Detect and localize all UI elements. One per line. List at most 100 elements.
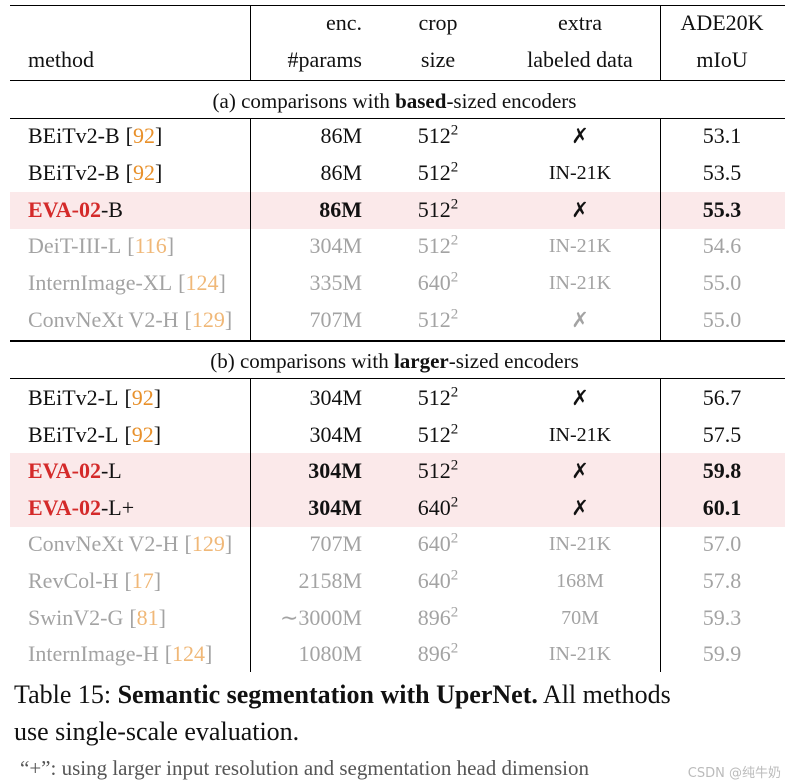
caption-line: use single-scale evaluation. — [14, 717, 300, 746]
crop-exponent: 2 — [450, 122, 459, 139]
method: DeiT-III-L [116] — [28, 231, 174, 261]
miou: 59.9 — [702, 641, 742, 667]
crop-exponent: 2 — [450, 421, 459, 438]
crop-exponent: 2 — [450, 604, 459, 621]
crop-size: 5122 — [338, 383, 538, 413]
crop-size: 6402 — [338, 529, 538, 559]
method: InternImage-H [124] — [28, 639, 212, 669]
crop-size: 5122 — [338, 231, 538, 261]
method: ConvNeXt V2-H [129] — [28, 305, 232, 335]
method-name: BEiTv2-L — [28, 421, 119, 447]
crop-value: 512 — [417, 307, 451, 332]
rule — [10, 378, 785, 379]
caption: Table 15: Semantic segmentation with Upe… — [14, 680, 671, 710]
params: 304M — [308, 458, 362, 484]
method: EVA-02-B — [28, 195, 123, 225]
citation-bracket: [ — [184, 531, 192, 557]
crop-value: 512 — [417, 458, 451, 484]
params: 86M — [320, 159, 362, 185]
column-header: mIoU — [696, 47, 748, 72]
footnote: “+”: using larger input resolution and s… — [20, 756, 589, 780]
crop-size: 5122 — [338, 121, 538, 151]
miou: 55.0 — [702, 270, 742, 296]
crop-size: 6402 — [338, 268, 538, 298]
miou: 59.8 — [702, 458, 742, 484]
method: ConvNeXt V2-H [129] — [28, 529, 232, 559]
column-header: size — [420, 47, 456, 72]
extra-data: ✗ — [571, 197, 589, 222]
crop-value: 896 — [417, 604, 451, 630]
method: SwinV2-G [81] — [28, 603, 166, 633]
citation: 124 — [185, 270, 219, 296]
extra-data: ✗ — [571, 495, 589, 520]
citation-bracket: ] — [155, 159, 163, 185]
crop-value: 512 — [417, 123, 451, 148]
miou: 54.6 — [702, 233, 742, 259]
citation-bracket: [ — [125, 123, 133, 148]
method: BEiTv2-B [92] — [28, 158, 162, 188]
citation-bracket: ] — [205, 641, 213, 667]
crop-value: 512 — [417, 196, 451, 222]
column-rule — [660, 378, 661, 672]
caption-label: Table 15: — [14, 680, 118, 709]
crop-exponent: 2 — [450, 196, 459, 213]
citation-bracket: [ — [124, 385, 132, 410]
method: EVA-02-L — [28, 456, 122, 486]
section-title: (a) comparisons with based-sized encoder… — [195, 86, 595, 116]
citation-bracket: [ — [164, 641, 173, 667]
method-name: ConvNeXt V2-H — [28, 531, 179, 557]
citation-bracket: ] — [153, 421, 162, 447]
citation-bracket: ] — [153, 568, 162, 593]
method-variant: -B — [100, 196, 123, 222]
section-title-text: -sized encoders — [446, 89, 577, 113]
method: EVA-02-L+ — [28, 493, 134, 523]
citation-bracket: [ — [184, 307, 192, 332]
citation-bracket: [ — [178, 270, 186, 296]
citation-bracket: ] — [218, 270, 226, 296]
method-name: SwinV2-G — [28, 604, 124, 630]
crop-size: 5122 — [338, 456, 538, 486]
params: ∼3000M — [280, 604, 362, 630]
params: 2158M — [298, 568, 362, 593]
extra-data: IN-21K — [548, 643, 612, 666]
extra-data: IN-21K — [548, 423, 612, 446]
extra-data: 70M — [561, 606, 599, 629]
column-rule — [660, 5, 661, 81]
row-highlight — [10, 489, 785, 527]
citation: 124 — [172, 641, 206, 667]
params: 335M — [309, 270, 362, 296]
method-name: EVA-02 — [28, 458, 101, 484]
method-name: BEiTv2-B — [28, 159, 120, 185]
method-name: BEiTv2-L — [28, 385, 119, 410]
extra-data: ✗ — [571, 124, 589, 148]
miou: 53.1 — [702, 123, 742, 148]
miou: 57.8 — [702, 568, 742, 593]
column-header: labeled data — [527, 47, 633, 72]
crop-size: 5122 — [338, 158, 538, 188]
crop-value: 640 — [417, 568, 451, 593]
method-name: EVA-02 — [28, 494, 101, 520]
crop-exponent: 2 — [450, 494, 459, 511]
crop-exponent: 2 — [450, 269, 459, 286]
crop-exponent: 2 — [450, 233, 459, 250]
citation-bracket: ] — [224, 531, 233, 557]
citation: 116 — [134, 233, 167, 259]
crop-size: 6402 — [338, 566, 538, 596]
params: 304M — [309, 385, 362, 410]
crop-exponent: 2 — [450, 457, 459, 474]
miou: 57.0 — [702, 531, 742, 557]
crop-value: 640 — [417, 494, 451, 520]
crop-value: 512 — [417, 159, 451, 185]
method-name: ConvNeXt V2-H — [28, 307, 179, 332]
params: 1080M — [298, 641, 362, 667]
section-title-text: -sized encoders — [448, 349, 579, 373]
crop-exponent: 2 — [450, 531, 459, 548]
extra-data: IN-21K — [548, 272, 612, 295]
caption-title: Semantic segmentation with UperNet. — [117, 680, 538, 709]
method-variant: -L — [100, 458, 122, 484]
method: RevCol-H [17] — [28, 566, 161, 596]
crop-value: 640 — [417, 270, 451, 296]
row-highlight — [10, 191, 785, 229]
extra-data: IN-21K — [548, 235, 612, 258]
